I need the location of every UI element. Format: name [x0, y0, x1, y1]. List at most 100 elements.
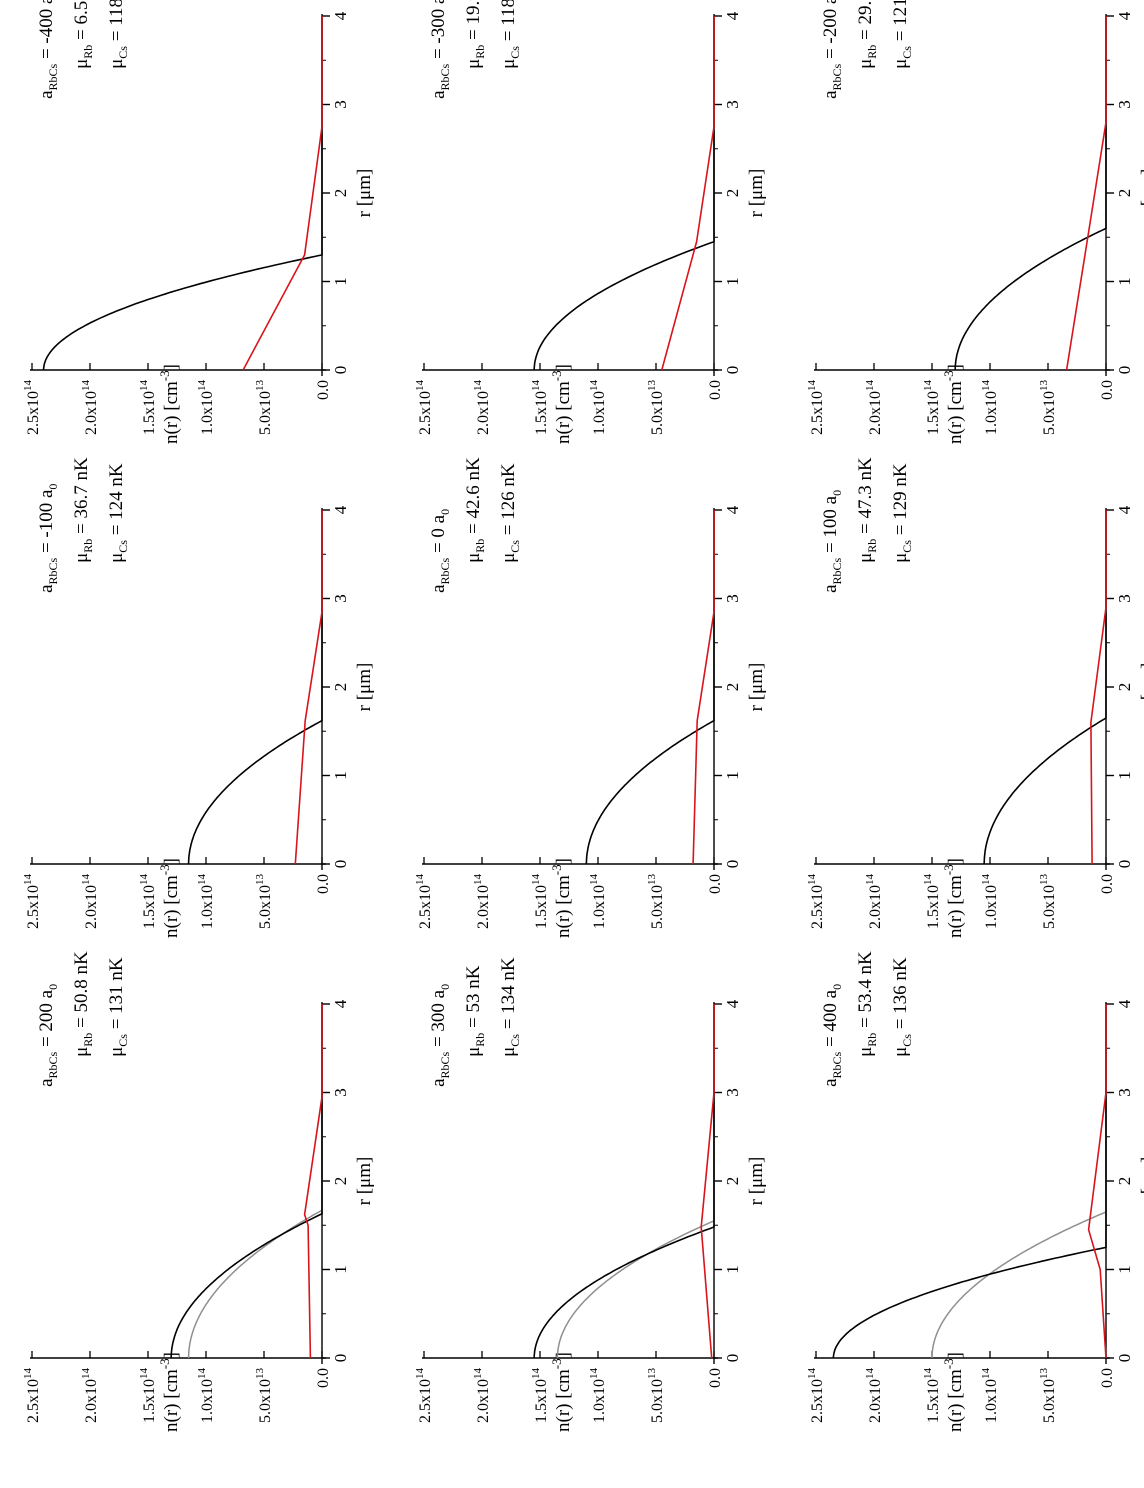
text-part: Cs: [116, 540, 130, 553]
text-part: 400: [820, 1003, 841, 1032]
text-part: =: [855, 519, 876, 539]
text-part: =: [463, 519, 484, 539]
text-part: =: [428, 1032, 449, 1052]
y-tick-label: 1.5x1014: [922, 1368, 942, 1424]
text-part: 5.0x10: [257, 1379, 274, 1423]
text-part: 124: [106, 491, 127, 520]
annotation-a: aRbCs = 0 a0: [428, 509, 452, 593]
text-part: a: [428, 514, 449, 523]
text-part: nK: [71, 0, 92, 1]
text-part: =: [820, 1032, 841, 1052]
y-tick-label: 2.0x1014: [80, 1368, 100, 1424]
y-tick-label: 0.0: [315, 874, 332, 894]
y-tick-label: 1.0x1014: [196, 874, 216, 930]
rb-density-curve: [692, 510, 715, 865]
text-part: 0: [830, 984, 844, 990]
text-part: Rb: [81, 1033, 95, 1047]
text-part: 2.5x10: [417, 1379, 434, 1423]
y-tick-label: 1.5x1014: [530, 1368, 550, 1424]
y-axis-label: n(r) [cm-3]: [941, 364, 966, 444]
x-tick-label: 1: [723, 1265, 742, 1274]
x-tick-label: 4: [331, 505, 350, 514]
annotation-mu-rb: μRb = 29.3 nK: [855, 0, 879, 69]
text-part: =: [71, 519, 92, 539]
text-part: Rb: [473, 1033, 487, 1047]
y-tick-label: 2.0x1014: [80, 874, 100, 930]
cs-density-curve: [983, 510, 1107, 864]
x-tick-label: 0: [1115, 366, 1134, 375]
text-part: ]: [553, 1352, 574, 1358]
text-part: =: [463, 25, 484, 45]
y-tick-label: 2.0x1014: [472, 874, 492, 930]
y-tick-label: 2.0x1014: [864, 1368, 884, 1424]
text-part: a: [428, 90, 449, 99]
text-part: n(r) [cm: [161, 1369, 182, 1432]
annotation-mu-rb: μRb = 53.4 nK: [855, 951, 879, 1057]
text-part: 129: [890, 491, 911, 520]
annotation-a: aRbCs = -100 a0: [36, 484, 60, 593]
text-part: μ: [855, 553, 876, 563]
x-tick-label: 3: [1115, 594, 1134, 603]
text-part: 0.0: [707, 380, 724, 400]
text-part: 2.5x10: [25, 1379, 42, 1423]
text-part: 1.0x10: [983, 391, 1000, 435]
y-axis-label: n(r) [cm-3]: [941, 1352, 966, 1432]
text-part: a: [36, 989, 57, 998]
x-tick-label: 2: [723, 189, 742, 198]
text-part: =: [463, 1013, 484, 1033]
text-part: ]: [553, 364, 574, 370]
text-part: 14: [414, 874, 426, 886]
rb-density-curve: [303, 1004, 323, 1359]
annotation-mu-rb: μRb = 6.5 nK: [71, 0, 95, 69]
text-part: =: [498, 1014, 519, 1034]
x-tick-label: 4: [1115, 11, 1134, 20]
y-tick-label: 0.0: [1099, 874, 1116, 894]
y-tick-label: 2.5x1014: [414, 874, 434, 930]
text-part: n(r) [cm: [945, 381, 966, 444]
y-tick-label: 5.0x1013: [646, 380, 666, 436]
text-part: a: [428, 1078, 449, 1087]
annotation-mu-cs: μCs = 129 nK: [890, 463, 914, 563]
y-tick-label: 2.5x1014: [22, 874, 42, 930]
text-part: 5.0x10: [649, 391, 666, 435]
text-part: 2.5x10: [809, 391, 826, 435]
x-tick-label: 1: [723, 771, 742, 780]
text-part: 0.0: [1099, 1368, 1116, 1388]
cs-reference-curve: [931, 1004, 1107, 1358]
text-part: -300: [428, 9, 449, 44]
text-part: 2.0x10: [83, 1379, 100, 1423]
x-tick-label: 2: [1115, 683, 1134, 692]
annotation-mu-rb: μRb = 53 nK: [463, 965, 487, 1057]
y-tick-label: 0.0: [707, 380, 724, 400]
text-part: 14: [922, 380, 934, 392]
text-part: -3: [157, 864, 172, 875]
text-part: Cs: [116, 1034, 130, 1047]
text-part: 14: [138, 1368, 150, 1380]
text-part: 2.0x10: [475, 1379, 492, 1423]
y-tick-label: 2.0x1014: [864, 380, 884, 436]
text-part: nK: [71, 951, 92, 979]
text-part: =: [890, 26, 911, 46]
x-axis-label: r [μm]: [354, 663, 375, 712]
text-part: 14: [588, 874, 600, 886]
text-part: 1.0x10: [591, 391, 608, 435]
text-part: 14: [864, 380, 876, 392]
text-part: μ: [106, 553, 127, 563]
text-part: 50.8: [71, 979, 92, 1012]
x-tick-label: 4: [1115, 505, 1134, 514]
y-tick-label: 5.0x1013: [646, 1368, 666, 1424]
text-part: 1.0x10: [591, 885, 608, 929]
text-part: 14: [414, 1368, 426, 1380]
y-tick-label: 1.0x1014: [588, 380, 608, 436]
y-tick-label: 5.0x1013: [1038, 874, 1058, 930]
text-part: 14: [530, 874, 542, 886]
text-part: μ: [855, 59, 876, 69]
text-part: Rb: [865, 45, 879, 59]
cs-density-curve: [187, 510, 323, 864]
text-part: 14: [588, 380, 600, 392]
annotation-a: aRbCs = 100 a0: [820, 490, 844, 593]
